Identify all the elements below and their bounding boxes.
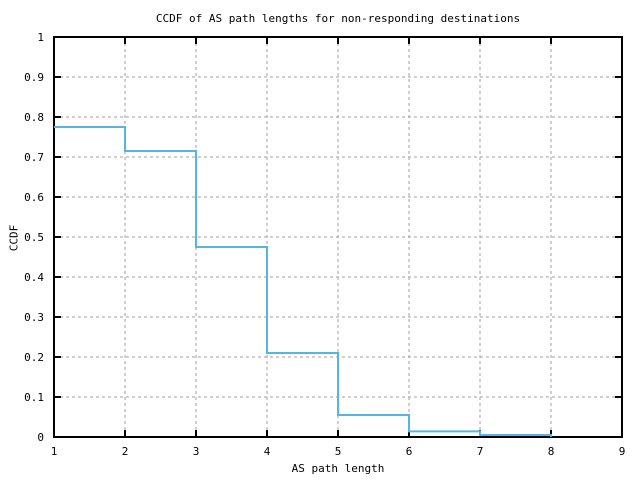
y-tick-label: 0.9 [24, 71, 44, 84]
y-tick-label: 0.5 [24, 231, 44, 244]
x-tick-label: 4 [264, 445, 271, 458]
y-tick-label: 0 [37, 431, 44, 444]
y-tick-label: 0.4 [24, 271, 44, 284]
y-tick-label: 1 [37, 31, 44, 44]
y-tick-label: 0.2 [24, 351, 44, 364]
x-tick-label: 8 [548, 445, 555, 458]
y-tick-label: 0.7 [24, 151, 44, 164]
x-axis-label: AS path length [291, 462, 385, 475]
x-tick-label: 1 [51, 445, 58, 458]
y-tick-label: 0.8 [24, 111, 44, 124]
x-tick-label: 6 [406, 445, 413, 458]
y-tick-label: 0.6 [24, 191, 44, 204]
ccdf-step-line [54, 126, 552, 437]
x-tick-label: 7 [477, 445, 484, 458]
y-tick-label: 0.3 [24, 311, 44, 324]
x-tick-label: 2 [122, 445, 129, 458]
x-tick-label: 3 [193, 445, 200, 458]
x-tick-label: 9 [619, 445, 626, 458]
x-tick-label: 5 [335, 445, 342, 458]
chart-title: CCDF of AS path lengths for non-respondi… [155, 12, 521, 25]
y-tick-label: 0.1 [24, 391, 44, 404]
